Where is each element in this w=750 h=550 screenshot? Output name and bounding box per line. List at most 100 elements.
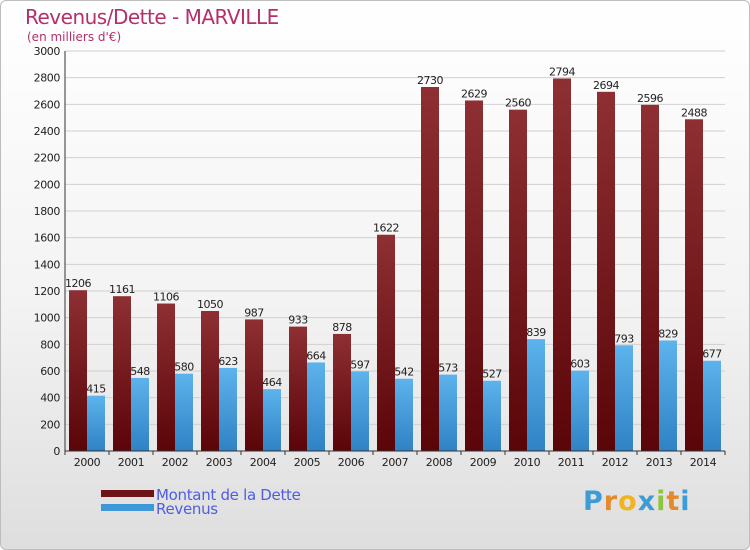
- bar-dette: [333, 333, 351, 451]
- x-tick-label: 2007: [382, 456, 409, 469]
- data-label-revenus: 527: [482, 368, 502, 381]
- legend-label-revenus: Revenus: [156, 500, 218, 518]
- data-label-revenus: 464: [262, 376, 282, 389]
- bar-dette: [201, 311, 219, 451]
- data-label-dette: 2730: [417, 74, 443, 87]
- data-label-dette: 2596: [637, 92, 663, 105]
- bar-revenus: [395, 378, 413, 451]
- data-label-dette: 2560: [505, 97, 531, 110]
- legend-swatch-revenus: [101, 504, 154, 511]
- bar-revenus: [307, 362, 325, 451]
- x-tick-label: 2001: [118, 456, 144, 469]
- y-tick-label: 1800: [34, 205, 61, 218]
- bar-revenus: [527, 339, 545, 451]
- data-label-revenus: 623: [218, 355, 238, 368]
- bar-dette: [641, 104, 659, 451]
- y-tick-label: 2000: [34, 178, 61, 191]
- x-tick-label: 2005: [294, 456, 321, 469]
- x-tick-label: 2012: [602, 456, 628, 469]
- legend-swatch-dette: [101, 490, 154, 497]
- bar-dette: [69, 290, 87, 451]
- data-label-revenus: 542: [394, 366, 414, 379]
- logo-letters: Proxiti: [583, 486, 691, 517]
- chart-title: Revenus/Dette - MARVILLE: [25, 5, 279, 29]
- bar-dette: [553, 78, 571, 451]
- x-tick-label: 2003: [206, 456, 233, 469]
- logo-letter: i: [680, 486, 691, 517]
- data-label-dette: 1161: [109, 283, 135, 296]
- bar-revenus: [483, 380, 501, 451]
- bar-dette: [509, 109, 527, 452]
- bar-revenus: [615, 345, 633, 451]
- y-tick-label: 800: [40, 338, 60, 351]
- bar-revenus: [219, 367, 237, 451]
- y-tick-label: 2200: [34, 152, 61, 165]
- y-tick-label: 3000: [34, 45, 61, 58]
- data-label-dette: 2694: [593, 79, 619, 92]
- logo-letter: i: [656, 486, 667, 517]
- y-tick-label: 200: [40, 418, 60, 431]
- legend-label-dette: Montant de la Dette: [156, 486, 301, 504]
- data-label-dette: 1206: [65, 277, 91, 290]
- bar-revenus: [131, 377, 149, 451]
- bar-dette: [377, 234, 395, 451]
- logo-letter: t: [666, 486, 681, 517]
- y-tick-label: 2400: [34, 125, 61, 138]
- logo-letter: o: [618, 486, 638, 517]
- x-tick-label: 2010: [514, 456, 541, 469]
- x-tick-label: 2002: [162, 456, 188, 469]
- logo-letter: x: [637, 486, 657, 517]
- y-tick-label: 600: [40, 365, 60, 378]
- data-label-revenus: 664: [306, 349, 326, 362]
- data-label-dette: 1622: [373, 222, 399, 235]
- data-label-revenus: 597: [350, 358, 370, 371]
- y-tick-label: 0: [53, 445, 60, 458]
- logo-letter: P: [583, 486, 604, 517]
- data-label-revenus: 839: [526, 326, 546, 339]
- data-label-dette: 1050: [197, 298, 223, 311]
- x-tick-label: 2009: [470, 456, 497, 469]
- y-tick-label: 1200: [34, 285, 61, 298]
- data-label-dette: 878: [332, 321, 352, 334]
- data-label-revenus: 415: [86, 383, 106, 396]
- data-label-dette: 2488: [681, 106, 707, 119]
- data-label-revenus: 603: [570, 358, 590, 371]
- bar-revenus: [263, 389, 281, 451]
- bar-dette: [685, 119, 703, 452]
- x-tick-label: 2011: [558, 456, 584, 469]
- y-tick-label: 1000: [34, 312, 61, 325]
- bar-revenus: [703, 360, 721, 451]
- bar-dette: [421, 87, 439, 451]
- bar-revenus: [659, 340, 677, 451]
- bar-dette: [113, 296, 131, 451]
- bar-revenus: [439, 374, 457, 451]
- proxiti-logo: Proxiti: [583, 486, 691, 517]
- data-label-revenus: 580: [174, 361, 194, 374]
- data-label-revenus: 793: [614, 332, 634, 345]
- x-tick-label: 2014: [690, 456, 717, 469]
- y-tick-label: 2800: [34, 72, 61, 85]
- bar-dette: [597, 91, 615, 452]
- data-label-revenus: 573: [438, 362, 458, 375]
- y-tick-label: 1600: [34, 232, 61, 245]
- data-label-dette: 933: [288, 314, 308, 327]
- bar-dette: [465, 100, 483, 451]
- y-tick-label: 1400: [34, 258, 61, 271]
- bar-revenus: [571, 370, 589, 451]
- data-label-dette: 2629: [461, 87, 487, 100]
- data-label-dette: 987: [244, 306, 264, 319]
- bar-revenus: [87, 395, 105, 451]
- chart-subtitle: (en milliers d'€): [27, 30, 122, 44]
- x-tick-label: 2000: [74, 456, 101, 469]
- bar-revenus: [351, 371, 369, 451]
- bar-revenus: [175, 373, 193, 451]
- logo-letter: r: [603, 486, 619, 517]
- data-label-revenus: 677: [702, 348, 722, 361]
- y-tick-label: 2600: [34, 98, 61, 111]
- data-label-revenus: 548: [130, 365, 150, 378]
- data-label-revenus: 829: [658, 327, 678, 340]
- data-label-dette: 2794: [549, 65, 575, 78]
- y-tick-label: 400: [40, 392, 60, 405]
